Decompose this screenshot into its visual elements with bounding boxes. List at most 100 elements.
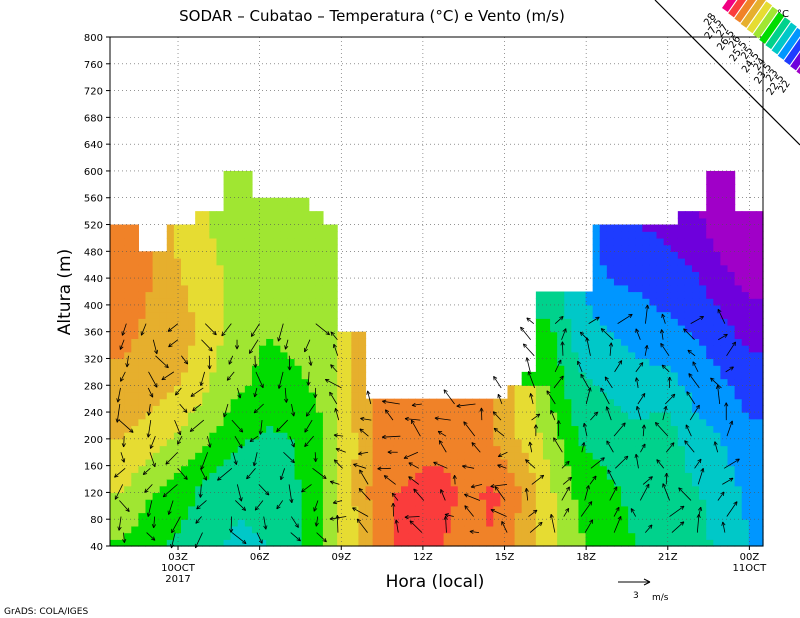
- temperature-cell: [230, 519, 239, 527]
- temperature-cell: [145, 445, 154, 453]
- temperature-cell: [223, 204, 232, 212]
- temperature-cell: [621, 519, 629, 527]
- temperature-cell: [401, 432, 409, 440]
- temperature-cell: [152, 371, 161, 380]
- temperature-cell: [457, 438, 466, 447]
- temperature-cell: [628, 512, 636, 520]
- temperature-cell: [188, 271, 196, 279]
- temperature-cell: [542, 318, 551, 326]
- temperature-cell: [301, 251, 310, 259]
- temperature-cell: [337, 365, 345, 373]
- temperature-cell: [244, 445, 253, 453]
- temperature-cell: [606, 304, 615, 313]
- temperature-cell: [266, 452, 274, 460]
- temperature-cell: [450, 485, 459, 494]
- temperature-cell: [507, 532, 516, 540]
- temperature-cell: [720, 492, 729, 500]
- temperature-cell: [287, 304, 296, 313]
- wind-arrow: [304, 419, 313, 433]
- temperature-cell: [585, 371, 594, 380]
- temperature-cell: [734, 378, 743, 386]
- temperature-cell: [386, 458, 395, 467]
- temperature-cell: [684, 278, 693, 286]
- temperature-cell: [514, 445, 523, 453]
- temperature-cell: [315, 532, 324, 540]
- temperature-cell: [699, 512, 707, 520]
- temperature-cell: [372, 532, 381, 540]
- temperature-cell: [301, 211, 310, 219]
- temperature-cell: [358, 405, 367, 413]
- temperature-cell: [656, 432, 665, 440]
- temperature-cell: [138, 298, 147, 306]
- temperature-cell: [755, 539, 764, 547]
- temperature-cell: [642, 371, 651, 380]
- temperature-cell: [110, 425, 118, 433]
- temperature-cell: [564, 398, 572, 406]
- temperature-cell: [734, 505, 743, 514]
- temperature-cell: [280, 405, 289, 413]
- temperature-cell: [542, 452, 551, 460]
- temperature-cell: [649, 385, 658, 393]
- temperature-cell: [166, 412, 175, 420]
- temperature-cell: [486, 492, 494, 500]
- temperature-cell: [280, 445, 289, 453]
- temperature-cell: [180, 224, 189, 232]
- temperature-cell: [521, 499, 530, 507]
- temperature-cell: [507, 492, 516, 500]
- temperature-cell: [727, 318, 736, 326]
- temperature-cell: [330, 351, 338, 360]
- temperature-cell: [621, 311, 629, 319]
- temperature-cell: [677, 258, 686, 266]
- temperature-cell: [422, 492, 430, 500]
- temperature-cell: [337, 499, 345, 507]
- temperature-cell: [606, 331, 615, 339]
- temperature-cell: [131, 251, 139, 259]
- temperature-cell: [110, 412, 118, 420]
- wind-arrow: [359, 469, 369, 485]
- temperature-cell: [713, 258, 722, 266]
- temperature-cell: [720, 365, 729, 373]
- temperature-cell: [145, 391, 154, 400]
- temperature-cell: [564, 532, 572, 540]
- temperature-cell: [209, 378, 218, 386]
- temperature-cell: [237, 184, 246, 192]
- temperature-cell: [251, 539, 260, 547]
- temperature-cell: [216, 438, 225, 447]
- wind-arrow: [330, 364, 338, 373]
- temperature-cell: [436, 525, 445, 534]
- temperature-cell: [280, 371, 289, 380]
- temperature-cell: [592, 331, 601, 339]
- temperature-cell: [635, 231, 643, 239]
- temperature-cell: [365, 505, 374, 514]
- temperature-cell: [280, 258, 289, 266]
- temperature-cell: [542, 445, 551, 453]
- temperature-cell: [188, 445, 196, 453]
- temperature-cell: [216, 505, 225, 514]
- temperature-cell: [280, 505, 289, 514]
- temperature-cell: [734, 405, 743, 413]
- temperature-cell: [521, 472, 530, 480]
- wind-arrow: [529, 393, 534, 405]
- temperature-cell: [159, 412, 168, 420]
- temperature-cell: [223, 311, 232, 319]
- temperature-cell: [706, 304, 714, 313]
- temperature-cell: [344, 539, 352, 547]
- wind-arrow: [358, 488, 371, 501]
- temperature-cell: [152, 324, 161, 333]
- temperature-cell: [322, 291, 331, 299]
- temperature-cell: [188, 418, 196, 427]
- temperature-cell: [528, 512, 537, 520]
- temperature-cell: [415, 398, 423, 406]
- temperature-cell: [415, 519, 423, 527]
- temperature-cell: [550, 452, 558, 460]
- temperature-cell: [110, 452, 118, 460]
- temperature-cell: [166, 278, 175, 286]
- temperature-cell: [280, 197, 289, 206]
- temperature-cell: [209, 217, 218, 226]
- temperature-cell: [152, 291, 161, 299]
- temperature-cell: [628, 365, 636, 373]
- temperature-cell: [741, 445, 750, 453]
- temperature-cell: [585, 465, 594, 473]
- temperature-cell: [159, 264, 168, 273]
- temperature-cell: [188, 385, 196, 393]
